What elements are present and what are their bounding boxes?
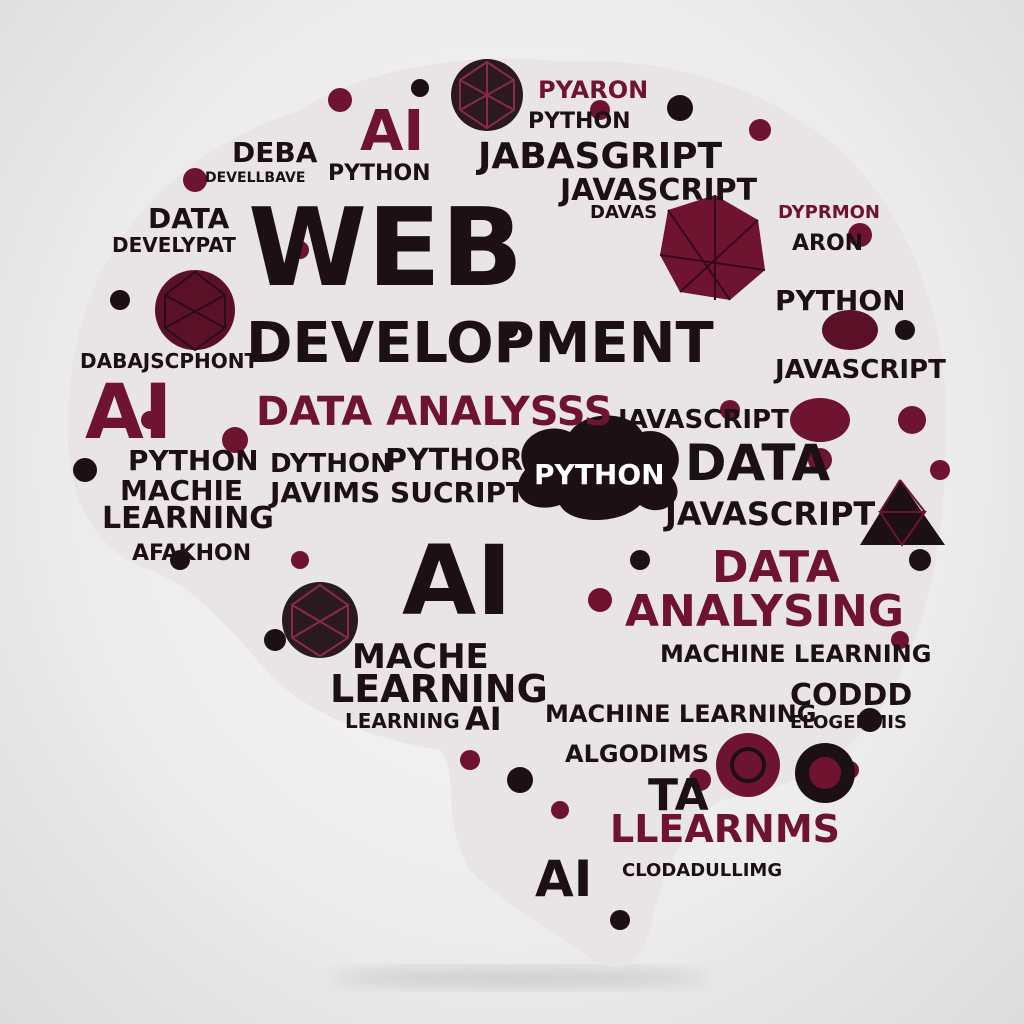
word: PYARON xyxy=(538,76,648,104)
dot xyxy=(749,119,771,141)
word: PYTHOR xyxy=(385,443,523,478)
dot xyxy=(848,223,872,247)
geodesic-ball-ornament xyxy=(716,733,780,797)
dot xyxy=(610,910,630,930)
word: LEARNING xyxy=(345,709,460,733)
dot xyxy=(588,588,612,612)
word: AI xyxy=(465,700,502,738)
word: MACHINE LEARNING xyxy=(545,700,816,728)
word: DEVELYPAT xyxy=(112,233,236,257)
word: PYTHON xyxy=(328,161,431,186)
word: DATA xyxy=(685,434,831,492)
word: LEARNING xyxy=(102,501,274,536)
dot xyxy=(460,750,480,770)
word: ARON xyxy=(792,231,863,256)
dot xyxy=(858,708,882,732)
word: PYTHON xyxy=(534,458,665,491)
dot xyxy=(895,320,915,340)
word: DAVAS xyxy=(590,202,657,223)
word: JAVASCRIPT xyxy=(773,355,946,385)
dot xyxy=(328,88,352,112)
word: DYPRMON xyxy=(778,202,880,223)
geodesic-ball-ornament xyxy=(282,582,358,658)
dot xyxy=(222,427,248,453)
decorative-dots xyxy=(73,79,950,930)
dot xyxy=(502,322,518,338)
word: AFAKHON xyxy=(132,541,251,566)
word: DEVELLBAVE xyxy=(205,170,305,186)
word: DEVELOPMENT xyxy=(246,311,714,376)
word: JABASGRIPT xyxy=(475,136,723,177)
word: ALGODIMS xyxy=(565,740,709,768)
word: DEBA xyxy=(232,136,318,169)
word: WEB xyxy=(248,186,523,311)
dot xyxy=(507,767,533,793)
dot xyxy=(141,411,159,429)
word: ELOGERMIS xyxy=(790,712,907,733)
word: DATA xyxy=(148,202,230,235)
dot xyxy=(667,95,693,121)
word: LEARNING xyxy=(330,667,548,711)
geodesic-ball-ornament xyxy=(451,59,523,131)
word: CODDD xyxy=(790,678,912,713)
dot xyxy=(689,769,711,791)
dot xyxy=(930,460,950,480)
brain-shadow xyxy=(330,968,710,988)
word: MACHINE LEARNING xyxy=(660,640,931,668)
dot xyxy=(898,406,926,434)
word: DATA xyxy=(712,542,840,593)
word: PYTHON xyxy=(128,444,259,477)
dot xyxy=(183,168,207,192)
dot xyxy=(291,241,309,259)
word: PYTHON xyxy=(528,109,631,134)
word: JAVASCRIPT xyxy=(558,173,758,208)
word: DABAJSCPHONT xyxy=(80,349,258,373)
dot xyxy=(73,458,97,482)
word: AI xyxy=(402,525,512,637)
word: AI xyxy=(85,367,172,456)
word: AI xyxy=(535,850,592,908)
geodesic-ball-ornament xyxy=(795,743,855,803)
word: DYTHON xyxy=(270,449,392,479)
word: JAVIMS SUCRIPT xyxy=(268,476,525,509)
cloud-bubble xyxy=(517,415,679,520)
word: AI xyxy=(360,99,424,164)
geodesic-ball-ornament xyxy=(790,310,878,442)
dot xyxy=(551,801,569,819)
word: JAVASCRIPT xyxy=(663,495,875,533)
geodesic-ornaments xyxy=(155,59,945,803)
dot xyxy=(630,550,650,570)
word: LLEARNMS xyxy=(610,807,840,851)
word: TA xyxy=(648,770,709,821)
word: DATA ANALYSSS xyxy=(256,389,613,435)
word: JAVASCRIPT xyxy=(616,405,789,435)
dot xyxy=(264,629,286,651)
dot xyxy=(590,100,610,120)
word: MACHIE xyxy=(120,474,243,507)
words: PYARON AI PYTHON DEBA DEVELLBAVE PYTHON … xyxy=(80,76,946,908)
dot xyxy=(411,79,429,97)
geodesic-ball-ornament xyxy=(860,479,945,547)
geodesic-ball-ornament xyxy=(659,195,766,301)
dot xyxy=(808,448,832,472)
dot xyxy=(170,550,190,570)
geodesic-ball-ornament xyxy=(155,270,235,352)
dot xyxy=(720,400,740,420)
word: PYTHON xyxy=(775,284,906,317)
dot xyxy=(110,290,130,310)
dot xyxy=(891,631,909,649)
word: ANALYSING xyxy=(625,586,904,637)
dot xyxy=(909,549,931,571)
word: MACHE xyxy=(352,637,489,677)
word: CLODADULLIMG xyxy=(622,860,782,881)
dot xyxy=(291,551,309,569)
